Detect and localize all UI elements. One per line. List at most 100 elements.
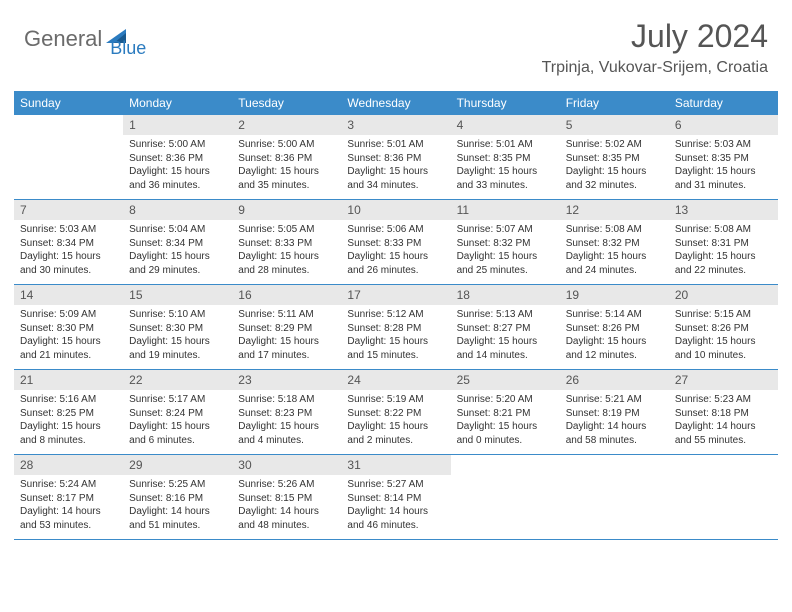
day-line: Daylight: 14 hours	[347, 505, 444, 519]
day-cell: 10Sunrise: 5:06 AMSunset: 8:33 PMDayligh…	[341, 200, 450, 284]
day-line: Sunrise: 5:14 AM	[566, 308, 663, 322]
day-content: Sunrise: 5:04 AMSunset: 8:34 PMDaylight:…	[123, 220, 232, 283]
calendar-grid: SundayMondayTuesdayWednesdayThursdayFrid…	[14, 91, 778, 540]
day-line: Sunset: 8:30 PM	[20, 322, 117, 336]
day-number: 6	[669, 115, 778, 135]
day-line: and 10 minutes.	[675, 349, 772, 363]
day-content	[451, 475, 560, 484]
day-number: 24	[341, 370, 450, 390]
day-line: Sunrise: 5:01 AM	[457, 138, 554, 152]
week-row: 1Sunrise: 5:00 AMSunset: 8:36 PMDaylight…	[14, 115, 778, 200]
day-number: 14	[14, 285, 123, 305]
day-cell: 9Sunrise: 5:05 AMSunset: 8:33 PMDaylight…	[232, 200, 341, 284]
day-content	[14, 135, 123, 144]
day-line: Daylight: 15 hours	[129, 165, 226, 179]
day-number: 4	[451, 115, 560, 135]
day-line: and 58 minutes.	[566, 434, 663, 448]
weekday-header: Monday	[123, 91, 232, 115]
day-content: Sunrise: 5:01 AMSunset: 8:36 PMDaylight:…	[341, 135, 450, 198]
day-cell: 31Sunrise: 5:27 AMSunset: 8:14 PMDayligh…	[341, 455, 450, 539]
day-line: Sunrise: 5:27 AM	[347, 478, 444, 492]
day-line: and 32 minutes.	[566, 179, 663, 193]
day-cell: 28Sunrise: 5:24 AMSunset: 8:17 PMDayligh…	[14, 455, 123, 539]
logo-text-general: General	[24, 26, 102, 52]
day-line: Sunrise: 5:04 AM	[129, 223, 226, 237]
day-line: Sunset: 8:35 PM	[675, 152, 772, 166]
day-line: and 24 minutes.	[566, 264, 663, 278]
day-line: Sunset: 8:26 PM	[566, 322, 663, 336]
weekday-header: Thursday	[451, 91, 560, 115]
day-number	[451, 455, 560, 475]
day-line: Sunset: 8:24 PM	[129, 407, 226, 421]
day-line: and 53 minutes.	[20, 519, 117, 533]
day-line: Sunrise: 5:06 AM	[347, 223, 444, 237]
day-line: Sunrise: 5:17 AM	[129, 393, 226, 407]
day-line: and 4 minutes.	[238, 434, 335, 448]
day-content: Sunrise: 5:21 AMSunset: 8:19 PMDaylight:…	[560, 390, 669, 453]
day-line: Daylight: 15 hours	[347, 250, 444, 264]
day-line: Daylight: 15 hours	[20, 335, 117, 349]
day-line: and 15 minutes.	[347, 349, 444, 363]
day-content: Sunrise: 5:07 AMSunset: 8:32 PMDaylight:…	[451, 220, 560, 283]
day-line: Sunrise: 5:13 AM	[457, 308, 554, 322]
day-number: 29	[123, 455, 232, 475]
day-line: Sunrise: 5:03 AM	[675, 138, 772, 152]
day-line: Sunset: 8:15 PM	[238, 492, 335, 506]
day-cell: 27Sunrise: 5:23 AMSunset: 8:18 PMDayligh…	[669, 370, 778, 454]
day-content: Sunrise: 5:19 AMSunset: 8:22 PMDaylight:…	[341, 390, 450, 453]
day-number: 10	[341, 200, 450, 220]
day-line: and 51 minutes.	[129, 519, 226, 533]
day-line: Sunrise: 5:09 AM	[20, 308, 117, 322]
day-line: Sunrise: 5:02 AM	[566, 138, 663, 152]
day-content: Sunrise: 5:10 AMSunset: 8:30 PMDaylight:…	[123, 305, 232, 368]
day-line: Sunrise: 5:18 AM	[238, 393, 335, 407]
day-line: Sunrise: 5:00 AM	[129, 138, 226, 152]
day-line: Sunset: 8:27 PM	[457, 322, 554, 336]
day-line: and 12 minutes.	[566, 349, 663, 363]
day-number: 25	[451, 370, 560, 390]
day-line: Sunset: 8:29 PM	[238, 322, 335, 336]
day-number: 21	[14, 370, 123, 390]
day-line: Daylight: 14 hours	[238, 505, 335, 519]
day-line: Sunset: 8:35 PM	[566, 152, 663, 166]
day-cell: 21Sunrise: 5:16 AMSunset: 8:25 PMDayligh…	[14, 370, 123, 454]
day-line: Daylight: 15 hours	[129, 250, 226, 264]
day-number: 26	[560, 370, 669, 390]
day-line: Daylight: 15 hours	[457, 335, 554, 349]
day-cell: 13Sunrise: 5:08 AMSunset: 8:31 PMDayligh…	[669, 200, 778, 284]
day-line: and 8 minutes.	[20, 434, 117, 448]
day-number: 1	[123, 115, 232, 135]
day-line: Sunset: 8:35 PM	[457, 152, 554, 166]
day-content: Sunrise: 5:20 AMSunset: 8:21 PMDaylight:…	[451, 390, 560, 453]
day-line: Sunset: 8:32 PM	[457, 237, 554, 251]
day-cell: 2Sunrise: 5:00 AMSunset: 8:36 PMDaylight…	[232, 115, 341, 199]
day-line: Daylight: 15 hours	[675, 335, 772, 349]
day-number	[560, 455, 669, 475]
day-line: Sunrise: 5:26 AM	[238, 478, 335, 492]
day-content: Sunrise: 5:00 AMSunset: 8:36 PMDaylight:…	[123, 135, 232, 198]
day-line: Sunset: 8:21 PM	[457, 407, 554, 421]
day-line: Sunrise: 5:19 AM	[347, 393, 444, 407]
day-content	[560, 475, 669, 484]
day-line: Daylight: 15 hours	[20, 250, 117, 264]
day-line: Sunrise: 5:24 AM	[20, 478, 117, 492]
day-line: Sunset: 8:36 PM	[238, 152, 335, 166]
day-cell: 25Sunrise: 5:20 AMSunset: 8:21 PMDayligh…	[451, 370, 560, 454]
day-cell: 16Sunrise: 5:11 AMSunset: 8:29 PMDayligh…	[232, 285, 341, 369]
day-content: Sunrise: 5:05 AMSunset: 8:33 PMDaylight:…	[232, 220, 341, 283]
day-line: Sunset: 8:22 PM	[347, 407, 444, 421]
day-number: 5	[560, 115, 669, 135]
day-line: Sunset: 8:25 PM	[20, 407, 117, 421]
day-cell: 19Sunrise: 5:14 AMSunset: 8:26 PMDayligh…	[560, 285, 669, 369]
day-content: Sunrise: 5:14 AMSunset: 8:26 PMDaylight:…	[560, 305, 669, 368]
day-cell	[451, 455, 560, 539]
day-line: Daylight: 15 hours	[129, 335, 226, 349]
day-line: Sunrise: 5:23 AM	[675, 393, 772, 407]
day-line: Daylight: 15 hours	[129, 420, 226, 434]
day-line: and 6 minutes.	[129, 434, 226, 448]
day-cell: 12Sunrise: 5:08 AMSunset: 8:32 PMDayligh…	[560, 200, 669, 284]
day-cell: 20Sunrise: 5:15 AMSunset: 8:26 PMDayligh…	[669, 285, 778, 369]
day-cell: 29Sunrise: 5:25 AMSunset: 8:16 PMDayligh…	[123, 455, 232, 539]
day-line: Sunrise: 5:07 AM	[457, 223, 554, 237]
day-number: 7	[14, 200, 123, 220]
